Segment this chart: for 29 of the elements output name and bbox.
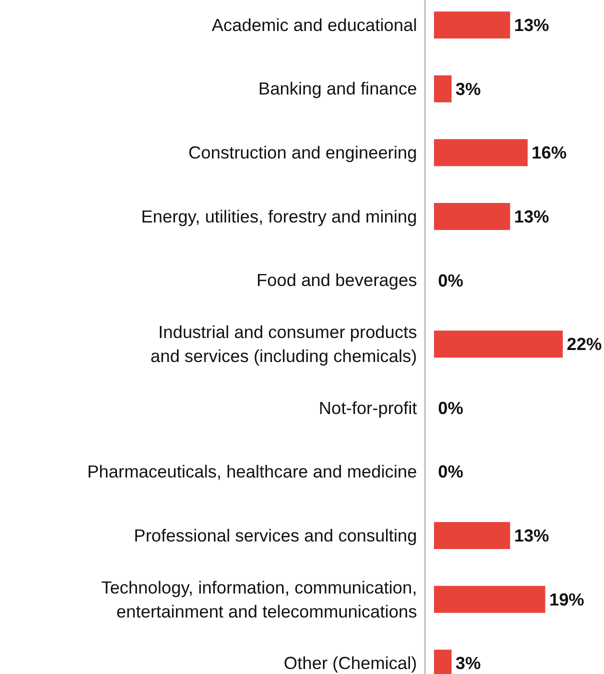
y-tick-label: Banking and finance	[258, 78, 417, 99]
bar	[434, 202, 510, 230]
data-label: 0%	[438, 270, 464, 290]
data-label: 19%	[549, 589, 585, 610]
y-tick-label: Construction and engineering	[188, 142, 417, 163]
bar	[434, 75, 452, 102]
data-label: 13%	[514, 526, 550, 546]
bar	[434, 522, 510, 550]
data-label: 3%	[456, 78, 482, 99]
data-label: 0%	[438, 398, 464, 418]
bar	[434, 139, 528, 166]
y-tick-label: Other (Chemical)	[284, 653, 417, 674]
y-tick-label: Industrial and consumer products and services (including chemicals)	[150, 322, 418, 366]
data-label: 13%	[514, 15, 550, 36]
y-tick-label: Food and beverages	[256, 270, 418, 290]
data-label: 3%	[456, 653, 482, 674]
y-tick-label: Technology, information, communication, entertainment and telecommunications	[101, 577, 418, 622]
y-tick-label: Energy, utilities, forestry and mining	[141, 206, 417, 226]
bar	[434, 330, 563, 358]
y-tick-label: Not-for-profit	[318, 398, 418, 418]
bar	[434, 12, 510, 39]
data-label: 0%	[438, 462, 464, 482]
y-tick-label: Academic and educational	[212, 14, 417, 35]
bar	[434, 586, 546, 613]
data-label: 13%	[514, 206, 550, 226]
data-label: 16%	[532, 142, 568, 163]
data-label: 22%	[566, 334, 602, 354]
y-tick-label: Professional services and consulting	[134, 525, 417, 546]
y-tick-label: Pharmaceuticals, healthcare and medicine	[87, 462, 417, 482]
